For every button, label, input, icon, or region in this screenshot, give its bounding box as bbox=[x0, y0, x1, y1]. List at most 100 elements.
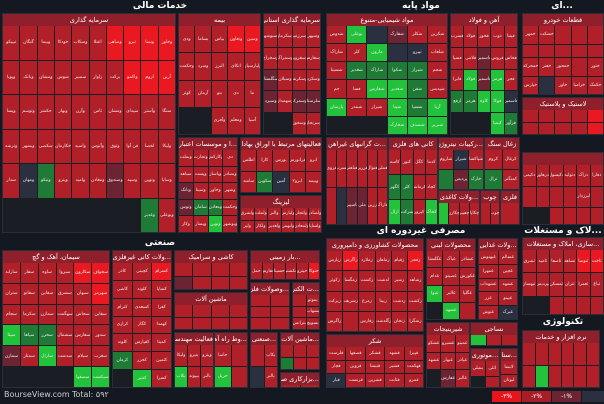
stock-tile[interactable]: ومعادن bbox=[89, 164, 106, 198]
sector-box[interactable]: کاشی و سرامیک bbox=[174, 250, 248, 290]
stock-tile[interactable]: وبانک bbox=[179, 183, 193, 199]
stock-tile[interactable] bbox=[343, 311, 359, 331]
stock-tile[interactable] bbox=[459, 302, 475, 319]
sector-title[interactable]: ...رکیبات نیتروژن bbox=[439, 138, 483, 150]
stock-tile[interactable]: وغدیر bbox=[141, 198, 158, 232]
stock-tile[interactable]: ولیز bbox=[241, 220, 254, 232]
stock-tile[interactable]: خودكا bbox=[54, 26, 72, 60]
stock-tile[interactable]: کسرا bbox=[152, 370, 171, 387]
stock-tile[interactable]: وپست bbox=[193, 166, 208, 183]
sector-box[interactable]: ماشین آلات bbox=[174, 292, 248, 330]
stock-tile[interactable]: چکارن bbox=[449, 203, 459, 224]
stock-tile[interactable]: کلوند bbox=[132, 280, 152, 298]
stock-tile[interactable] bbox=[555, 122, 571, 134]
stock-tile[interactable] bbox=[550, 208, 563, 224]
stock-tile[interactable] bbox=[193, 263, 211, 276]
stock-tile[interactable]: حمل bbox=[251, 263, 262, 279]
stock-tile[interactable] bbox=[587, 44, 603, 57]
stock-tile[interactable]: درهاور bbox=[536, 165, 549, 186]
stock-tile[interactable]: فوکا bbox=[491, 91, 504, 113]
sector-box[interactable]: ...ا و موسسات اعتباریدیوکارکشوتجارتوبملت… bbox=[178, 137, 238, 233]
stock-tile[interactable]: غکورش bbox=[459, 268, 475, 285]
stock-tile[interactable] bbox=[539, 76, 555, 94]
stock-tile[interactable]: وسکرد bbox=[306, 69, 320, 91]
stock-tile[interactable]: وسخراج bbox=[264, 47, 278, 69]
stock-tile[interactable]: زفجر bbox=[407, 251, 423, 271]
stock-tile[interactable]: کاوه bbox=[477, 91, 491, 113]
stock-tile[interactable]: قشیر bbox=[385, 360, 404, 374]
stock-tile[interactable]: شبریز bbox=[427, 116, 447, 134]
stock-tile[interactable]: سهگمت bbox=[56, 304, 74, 325]
stock-tile[interactable]: سمتاز bbox=[20, 346, 38, 367]
stock-tile[interactable]: شپدیس bbox=[427, 80, 447, 98]
stock-tile[interactable]: کاذر bbox=[113, 263, 132, 280]
stock-tile[interactable]: سامند bbox=[241, 171, 257, 192]
stock-tile[interactable]: بالبر bbox=[264, 366, 277, 387]
stock-tile[interactable]: وسکرمان bbox=[278, 26, 292, 47]
stock-tile[interactable]: بورس bbox=[273, 150, 289, 171]
sector-box[interactable]: نرم افزار و خدمات bbox=[522, 330, 600, 388]
stock-tile[interactable]: اتکای bbox=[228, 53, 244, 80]
sector-box[interactable]: ...بار زمینیحتوكاحپتروحکشتیحسیناحفارسحمل bbox=[250, 250, 320, 280]
stock-tile[interactable]: کسعدی bbox=[132, 298, 152, 316]
stock-tile[interactable]: ساوه bbox=[38, 263, 56, 283]
sector-title[interactable]: ...ا و موسسات اعتباری bbox=[179, 138, 237, 150]
stock-tile[interactable]: وسیلان bbox=[278, 69, 292, 91]
stock-tile[interactable] bbox=[270, 306, 289, 318]
sector-title[interactable]: مواد شیمیایی-متنوع bbox=[327, 14, 447, 26]
stock-tile[interactable]: مارون bbox=[367, 44, 387, 62]
sector-title[interactable]: ...بزارکاری صنعتی bbox=[281, 373, 319, 385]
stock-tile[interactable]: ومشان bbox=[37, 60, 54, 94]
stock-tile[interactable]: قصفها bbox=[346, 347, 365, 360]
stock-tile[interactable]: قنیشا bbox=[365, 360, 385, 374]
sector-box[interactable]: ...ت گرانبهای غیراهنفملیفنوالفزرینفباهنر… bbox=[326, 137, 388, 225]
stock-tile[interactable]: ونوین bbox=[141, 164, 158, 198]
stock-tile[interactable]: ولبهمن bbox=[281, 220, 294, 232]
stock-tile[interactable]: شسپا bbox=[407, 98, 427, 116]
stock-tile[interactable]: غشکو bbox=[427, 335, 441, 352]
stock-tile[interactable]: کگاز bbox=[132, 316, 152, 334]
stock-tile[interactable]: زقیام bbox=[391, 251, 407, 271]
sector-title[interactable]: نرم افزار و خدمات bbox=[523, 331, 599, 343]
stock-tile[interactable]: وحکمت bbox=[223, 199, 237, 216]
stock-tile[interactable] bbox=[502, 335, 517, 345]
stock-tile[interactable]: بشلی bbox=[471, 361, 485, 376]
stock-tile[interactable]: بساما bbox=[195, 26, 211, 53]
stock-tile[interactable] bbox=[590, 296, 603, 314]
stock-tile[interactable] bbox=[211, 317, 229, 329]
stock-tile[interactable]: غپینو bbox=[498, 292, 517, 306]
stock-tile[interactable]: ولساپا bbox=[308, 220, 321, 232]
stock-tile[interactable]: غفارس bbox=[441, 370, 455, 387]
stock-tile[interactable]: فرآور bbox=[504, 113, 517, 134]
stock-tile[interactable]: فپنتا bbox=[504, 26, 517, 47]
stock-tile[interactable] bbox=[193, 305, 211, 317]
sector-box[interactable]: محصولات لبنی غشاذر غپاک غگلستا غکورش غصینو غدا… bbox=[426, 238, 476, 320]
stock-tile[interactable]: دکپسول bbox=[550, 165, 563, 186]
stock-tile[interactable]: وثوق bbox=[106, 129, 124, 163]
stock-tile[interactable]: فخوز bbox=[477, 26, 491, 47]
stock-tile[interactable]: فسرب bbox=[451, 26, 464, 47]
sector-box[interactable]: آهن و فولاد فپنتا ذوب فخوز فولاد فسرب فخاس فروس… bbox=[450, 13, 518, 135]
stock-tile[interactable]: خفنر bbox=[539, 58, 555, 76]
stock-tile[interactable]: زملارد bbox=[359, 251, 375, 271]
stock-tile[interactable]: سبزوا bbox=[56, 263, 74, 283]
stock-tile[interactable]: زنجان bbox=[391, 311, 407, 331]
stock-tile[interactable]: کلر bbox=[347, 44, 367, 62]
stock-tile[interactable]: سدشت bbox=[56, 346, 74, 367]
sector-box[interactable]: ...رکیبات نیتروژن شپاکسا شیراز شاروم خارک پرد… bbox=[438, 137, 484, 190]
stock-tile[interactable]: زمرغ bbox=[359, 291, 375, 311]
stock-tile[interactable]: وامید bbox=[72, 164, 89, 198]
stock-tile[interactable]: فولاد bbox=[464, 69, 477, 91]
sector-title[interactable]: ...بار زمینی bbox=[251, 251, 319, 263]
stock-tile[interactable]: شاراک bbox=[327, 44, 347, 62]
stock-tile[interactable] bbox=[535, 343, 548, 365]
stock-tile[interactable]: زشاهد bbox=[407, 271, 423, 291]
stock-tile[interactable] bbox=[523, 186, 536, 208]
stock-tile[interactable]: کاسه bbox=[389, 150, 401, 174]
stock-tile[interactable]: لدشت bbox=[375, 271, 391, 291]
stock-tile[interactable] bbox=[294, 345, 306, 357]
sector-title[interactable]: ...ولات کانی غیرفلزی bbox=[113, 251, 171, 263]
stock-tile[interactable]: وساپا bbox=[158, 164, 175, 198]
stock-tile[interactable]: فاراک bbox=[377, 187, 387, 224]
